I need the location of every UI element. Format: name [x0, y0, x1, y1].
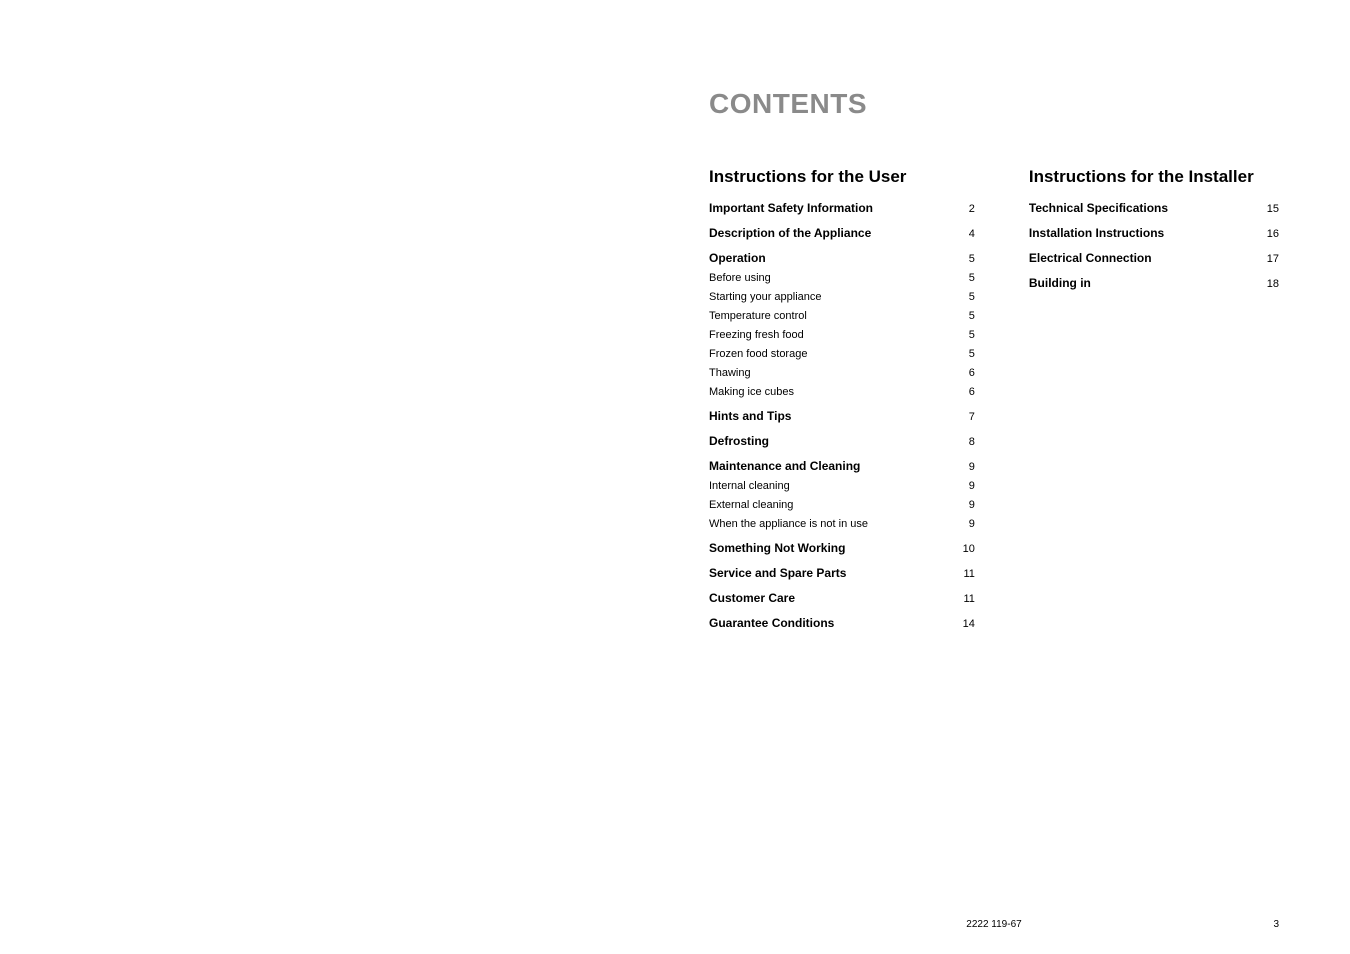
toc-page: 5 — [969, 310, 975, 322]
toc-label: Technical Specifications — [1029, 201, 1168, 215]
toc-row: Installation Instructions 16 — [1029, 226, 1279, 240]
toc-row: When the appliance is not in use 9 — [709, 518, 975, 530]
columns-container: Instructions for the User Important Safe… — [709, 166, 1279, 641]
toc-label: Service and Spare Parts — [709, 566, 846, 580]
toc-page: 11 — [963, 568, 974, 580]
toc-row: Hints and Tips 7 — [709, 409, 975, 423]
toc-page: 5 — [969, 348, 975, 360]
toc-label: Guarantee Conditions — [709, 616, 834, 630]
toc-page: 9 — [969, 518, 975, 530]
toc-row: Service and Spare Parts 11 — [709, 566, 975, 580]
toc-page: 17 — [1267, 253, 1279, 265]
toc-label: Electrical Connection — [1029, 251, 1152, 265]
toc-page: 8 — [969, 436, 975, 448]
footer-code: 2222 119-67 — [899, 919, 1089, 930]
toc-page: 6 — [969, 367, 975, 379]
toc-label: Installation Instructions — [1029, 226, 1164, 240]
toc-label: Defrosting — [709, 434, 769, 448]
toc-label: Thawing — [709, 367, 751, 379]
toc-label: Hints and Tips — [709, 409, 791, 423]
toc-label: Frozen food storage — [709, 348, 807, 360]
page-title: CONTENTS — [709, 88, 1279, 120]
toc-row: Making ice cubes 6 — [709, 386, 975, 398]
toc-row: Description of the Appliance 4 — [709, 226, 975, 240]
toc-page: 5 — [969, 272, 975, 284]
toc-label: Something Not Working — [709, 541, 845, 555]
toc-page: 2 — [969, 203, 975, 215]
toc-row: External cleaning 9 — [709, 499, 975, 511]
toc-page: 16 — [1267, 228, 1279, 240]
toc-label: Customer Care — [709, 591, 795, 605]
toc-row: Technical Specifications 15 — [1029, 201, 1279, 215]
toc-row: Maintenance and Cleaning 9 — [709, 459, 975, 473]
toc-row: Freezing fresh food 5 — [709, 329, 975, 341]
toc-label: Description of the Appliance — [709, 226, 871, 240]
toc-row: Operation 5 — [709, 251, 975, 265]
toc-page: 5 — [969, 329, 975, 341]
toc-row: Something Not Working 10 — [709, 541, 975, 555]
toc-page: 6 — [969, 386, 975, 398]
toc-page: 9 — [969, 480, 975, 492]
user-section-heading: Instructions for the User — [709, 166, 975, 187]
toc-page: 11 — [963, 593, 974, 605]
toc-page: 9 — [969, 461, 975, 473]
toc-label: Freezing fresh food — [709, 329, 804, 341]
toc-row: Frozen food storage 5 — [709, 348, 975, 360]
toc-row: Important Safety Information 2 — [709, 201, 975, 215]
toc-label: Temperature control — [709, 310, 807, 322]
toc-row: Electrical Connection 17 — [1029, 251, 1279, 265]
toc-page: 4 — [969, 228, 975, 240]
toc-page: 14 — [963, 618, 975, 630]
toc-page: 10 — [963, 543, 975, 555]
toc-row: Customer Care 11 — [709, 591, 975, 605]
toc-label: Important Safety Information — [709, 201, 873, 215]
installer-section-heading: Instructions for the Installer — [1029, 166, 1279, 187]
toc-page: 9 — [969, 499, 975, 511]
toc-label: Starting your appliance — [709, 291, 822, 303]
installer-column: Instructions for the Installer Technical… — [1029, 166, 1279, 641]
toc-label: Internal cleaning — [709, 480, 790, 492]
toc-row: Guarantee Conditions 14 — [709, 616, 975, 630]
toc-row: Internal cleaning 9 — [709, 480, 975, 492]
toc-row: Starting your appliance 5 — [709, 291, 975, 303]
installer-toc-list: Technical Specifications 15 Installation I… — [1029, 201, 1279, 290]
toc-row: Before using 5 — [709, 272, 975, 284]
toc-page: 15 — [1267, 203, 1279, 215]
toc-page: 7 — [969, 411, 975, 423]
toc-page: 5 — [969, 253, 975, 265]
toc-label: When the appliance is not in use — [709, 518, 868, 530]
toc-row: Temperature control 5 — [709, 310, 975, 322]
toc-label: Building in — [1029, 276, 1091, 290]
toc-label: Making ice cubes — [709, 386, 794, 398]
content-area: CONTENTS Instructions for the User Impor… — [709, 88, 1279, 641]
toc-row: Thawing 6 — [709, 367, 975, 379]
toc-label: Operation — [709, 251, 766, 265]
toc-row: Building in 18 — [1029, 276, 1279, 290]
footer: 2222 119-67 3 — [709, 909, 1279, 930]
footer-pagenum: 3 — [1089, 909, 1279, 930]
user-toc-list: Important Safety Information 2 Description… — [709, 201, 975, 630]
toc-label: Before using — [709, 272, 771, 284]
user-column: Instructions for the User Important Safe… — [709, 166, 975, 641]
toc-page: 18 — [1267, 278, 1279, 290]
toc-page: 5 — [969, 291, 975, 303]
toc-row: Defrosting 8 — [709, 434, 975, 448]
toc-label: External cleaning — [709, 499, 793, 511]
toc-label: Maintenance and Cleaning — [709, 459, 860, 473]
